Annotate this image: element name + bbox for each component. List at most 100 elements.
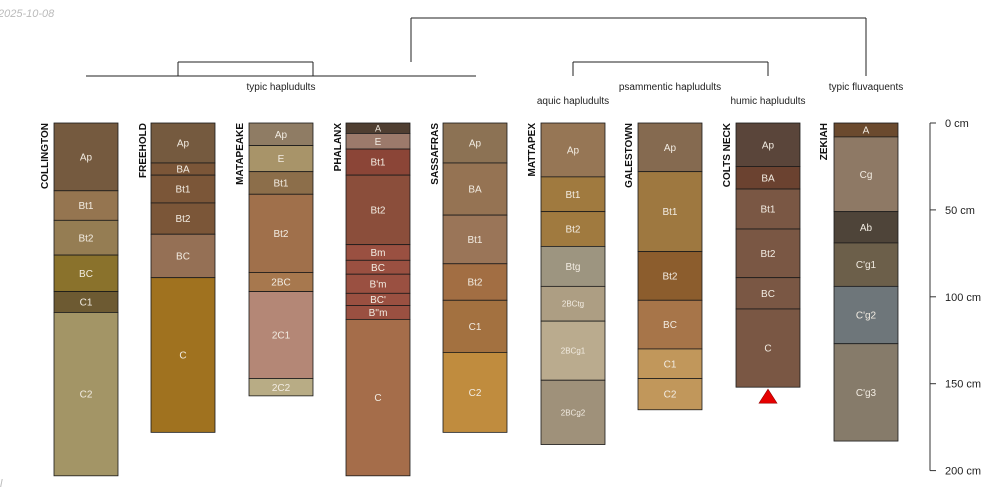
horizon-label: 2BCg1: [561, 347, 586, 356]
date-stamp: 2025-10-08: [0, 8, 55, 20]
horizon-label: Bt1: [662, 207, 677, 218]
horizon-label: Ap: [177, 139, 190, 150]
horizon-label: Bt1: [370, 158, 385, 169]
horizon-label: Ap: [275, 130, 288, 141]
horizon-label: C'g1: [856, 260, 877, 271]
horizon-label: Bt2: [565, 225, 580, 236]
horizon-label: A: [375, 123, 381, 133]
horizon-bt2: [442, 263, 508, 301]
horizon-label: C'g3: [856, 388, 877, 399]
horizon-bt1: [345, 148, 411, 176]
horizon-label: Bt1: [760, 205, 775, 216]
horizon-cg: [833, 136, 899, 213]
horizon-label: 2C1: [272, 331, 291, 342]
profile-mattapex: Ap Bt1 Bt2 Btg 2BCtg 2BCg1 2BCg2 MATTAPEX: [527, 122, 606, 445]
depth-tick-label: 0 cm: [945, 118, 969, 130]
horizon-c: [150, 277, 216, 433]
horizon-label: Btg: [565, 262, 580, 273]
horizon-label: Bt1: [78, 201, 93, 212]
horizon-label: BC: [79, 269, 93, 280]
horizon-label: Bt2: [467, 278, 482, 289]
horizon-label: Ap: [664, 143, 677, 154]
horizon-bt2: [53, 219, 119, 256]
profile-name: SASSAFRAS: [430, 123, 441, 185]
depth-tick-label: 50 cm: [945, 205, 975, 217]
horizon-label: Ap: [80, 152, 93, 163]
horizon-label: BC: [663, 320, 677, 331]
horizon-label: Bt1: [273, 179, 288, 190]
horizon-label: C: [179, 351, 186, 362]
horizon-c-g3: [833, 343, 899, 442]
horizon-label: Bt2: [760, 249, 775, 260]
horizon-ap: [735, 122, 801, 167]
horizon-label: C1: [469, 322, 482, 333]
horizon-c2: [637, 378, 703, 411]
group-label-psammentic-hapludults: psammentic hapludults: [619, 82, 721, 93]
horizon-e: [248, 145, 314, 173]
horizon-bt1: [735, 188, 801, 230]
horizon-label: Cg: [860, 170, 873, 181]
horizon-c2: [53, 312, 119, 477]
horizon-bt1: [637, 171, 703, 253]
depth-tick-label: 150 cm: [945, 379, 981, 391]
horizon-ap: [540, 122, 606, 178]
horizon-label: E: [375, 137, 382, 148]
horizon-bc: [637, 299, 703, 350]
horizon-label: Bt2: [175, 214, 190, 225]
horizon-2c1: [248, 291, 314, 379]
horizon-label: 2BC: [271, 278, 290, 289]
horizon-bt2: [637, 251, 703, 301]
horizon-bt1: [540, 176, 606, 213]
horizon-c: [345, 318, 411, 477]
profile-name: MATAPEAKE: [235, 123, 246, 185]
horizon-label: BA: [761, 173, 775, 184]
horizon-bt2: [540, 211, 606, 247]
profile-phalanx: AE Bt1 Bt2 Bm BC B'm BC' B''m C PHALANX: [333, 122, 411, 477]
profile-collington: Ap Bt1 Bt2 BC C1 C2 COLLINGTON: [40, 122, 119, 477]
depth-axis: 0 cm 50 cm 100 cm 150 cm 200 cm: [929, 118, 981, 478]
horizon-bt2: [735, 228, 801, 279]
profile-name: FREEHOLD: [138, 123, 149, 178]
horizon-label: B'm: [370, 279, 387, 290]
profile-sassafras: Ap BA Bt1 Bt2 C1 C2 SASSAFRAS: [430, 122, 508, 433]
horizon-label: Ap: [469, 139, 482, 150]
depth-tick-label: 100 cm: [945, 292, 981, 304]
horizon-label: BA: [176, 165, 190, 176]
profile-name: GALESTOWN: [624, 123, 635, 188]
horizon-c-g1: [833, 242, 899, 287]
horizon-ap: [637, 122, 703, 173]
horizon-bt2: [248, 193, 314, 273]
horizon-label: Ap: [567, 146, 580, 157]
profile-name: MATTAPEX: [527, 123, 538, 177]
horizon-label: C2: [469, 388, 482, 399]
horizon-label: C2: [80, 390, 93, 401]
horizon-label: BC: [371, 263, 385, 274]
horizon-label: Bt2: [78, 233, 93, 244]
profile-name: PHALANX: [333, 123, 344, 172]
profile-zekiah: A Cg Ab C'g1 C'g2 C'g3 ZEKIAH: [819, 122, 899, 442]
profile-name: COLTS NECK: [722, 122, 733, 187]
horizon-bt1: [53, 190, 119, 221]
horizon-c2: [442, 352, 508, 433]
horizon-label: Bt2: [370, 206, 385, 217]
horizon-2bcg2: [540, 379, 606, 445]
horizon-c: [735, 308, 801, 388]
horizon-ap: [53, 122, 119, 192]
horizon-label: C2: [664, 390, 677, 401]
horizon-label: Ab: [860, 223, 873, 234]
horizon-label: Bt1: [175, 185, 190, 196]
horizon-label: C1: [80, 298, 93, 309]
horizon-bc: [53, 254, 119, 292]
profile-name: ZEKIAH: [819, 123, 830, 160]
horizon-bt1: [442, 214, 508, 265]
horizon-c-g2: [833, 285, 899, 345]
horizon-label: E: [278, 154, 285, 165]
horizon-ab: [833, 211, 899, 244]
horizon-2c2: [248, 378, 314, 397]
horizon-2bctg: [540, 285, 606, 322]
horizon-label: Bt1: [467, 235, 482, 246]
depth-tick-label: 200 cm: [945, 466, 981, 478]
group-label-humic-hapludults: humic hapludults: [730, 96, 805, 107]
horizon-bt2: [150, 202, 216, 235]
